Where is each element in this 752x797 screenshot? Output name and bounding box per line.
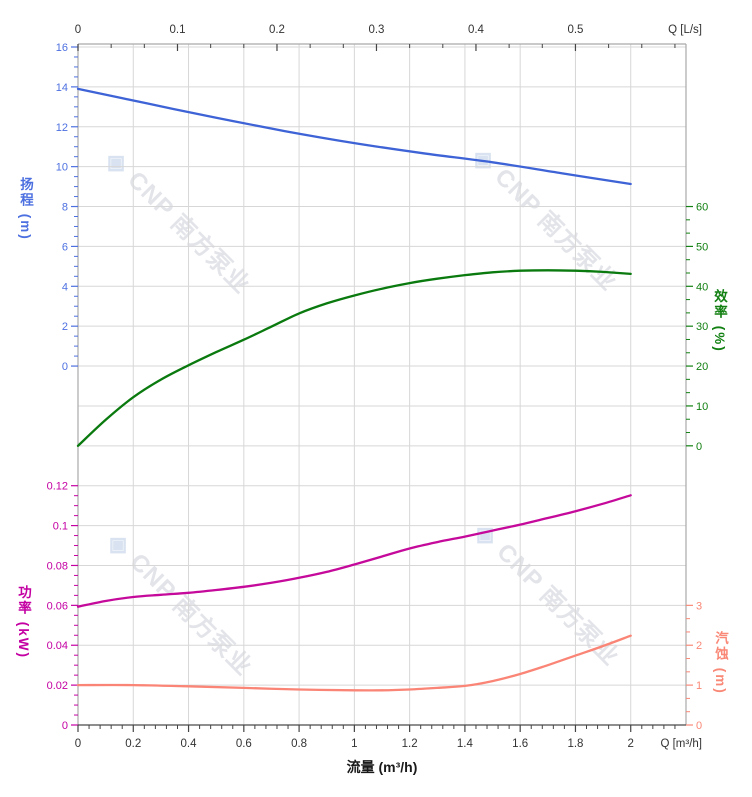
tick-label: 1.8: [567, 738, 583, 750]
tick-label: 0.8: [291, 738, 307, 750]
tick-label: 60: [696, 202, 708, 214]
bottom-axis-unit-label: Q [m³/h]: [660, 738, 702, 750]
tick-label: 0.06: [47, 600, 68, 612]
tick-label: 10: [696, 401, 708, 413]
tick-label: 0.08: [47, 560, 68, 572]
tick-label: 4: [62, 281, 68, 293]
tick-label: 30: [696, 321, 708, 333]
tick-label: 40: [696, 281, 708, 293]
tick-label: 1.4: [457, 738, 474, 750]
top-axis: 0 0.1 0.2 0.3 0.4 0.5 Q [L/s]: [75, 24, 702, 51]
tick-label: 0.4: [468, 24, 485, 36]
grid-layer: [77, 44, 687, 726]
flow-axis-title: 流量 (m³/h): [346, 759, 418, 775]
tick-label: 14: [56, 82, 68, 94]
tick-label: 0.1: [53, 521, 68, 533]
tick-label: 0.3: [368, 24, 384, 36]
tick-label: 0.02: [47, 680, 68, 692]
tick-label: 12: [56, 122, 68, 134]
head-axis-title: 扬程 (m): [18, 177, 33, 241]
tick-label: 0: [75, 738, 81, 750]
tick-label: 1: [696, 680, 702, 692]
tick-label: 0.1: [169, 24, 185, 36]
top-axis-unit-label: Q [L/s]: [668, 24, 702, 36]
tick-label: 16: [56, 42, 68, 54]
y-axis-ticks: 161412108642060504030201000.120.10.080.0…: [47, 42, 709, 732]
tick-label: 2: [628, 738, 634, 750]
tick-label: 0.12: [47, 481, 68, 493]
tick-label: 8: [62, 202, 68, 214]
tick-label: 1.6: [512, 738, 528, 750]
efficiency-curve: [76, 269, 632, 447]
head-curve: [76, 87, 632, 186]
tick-label: 0.04: [47, 640, 68, 652]
tick-label: 10: [56, 162, 68, 174]
tick-label: 0.5: [567, 24, 583, 36]
tick-label: 0: [75, 24, 81, 36]
tick-label: 0.6: [236, 738, 252, 750]
tick-label: 2: [696, 640, 702, 652]
npsh-axis-title: 汽蚀 (m): [713, 631, 728, 695]
power-curve: [76, 494, 632, 608]
tick-label: 1.2: [402, 738, 418, 750]
tick-label: 20: [696, 361, 708, 373]
tick-label: 50: [696, 241, 708, 253]
tick-label: 0: [696, 720, 702, 732]
tick-label: 0: [696, 441, 702, 453]
efficiency-axis-title: 效率 (%): [712, 289, 727, 353]
tick-label: 0.4: [181, 738, 198, 750]
tick-label: 0: [62, 361, 68, 373]
tick-label: 6: [62, 241, 68, 253]
axis-lines: [77, 43, 687, 726]
tick-label: 0.2: [125, 738, 141, 750]
power-axis-title: 功率 (kW): [16, 585, 31, 659]
tick-label: 3: [696, 600, 702, 612]
bottom-axis: 0 0.2 0.4 0.6 0.8 1 1.2 1.4 1.6 1.8 2 Q [m³/h]: [75, 725, 702, 750]
npsh-curve: [76, 634, 632, 692]
curves-layer: [76, 87, 632, 692]
tick-label: 2: [62, 321, 68, 333]
tick-label: 0.2: [269, 24, 285, 36]
tick-label: 1: [351, 738, 357, 750]
tick-label: 0: [62, 720, 68, 732]
